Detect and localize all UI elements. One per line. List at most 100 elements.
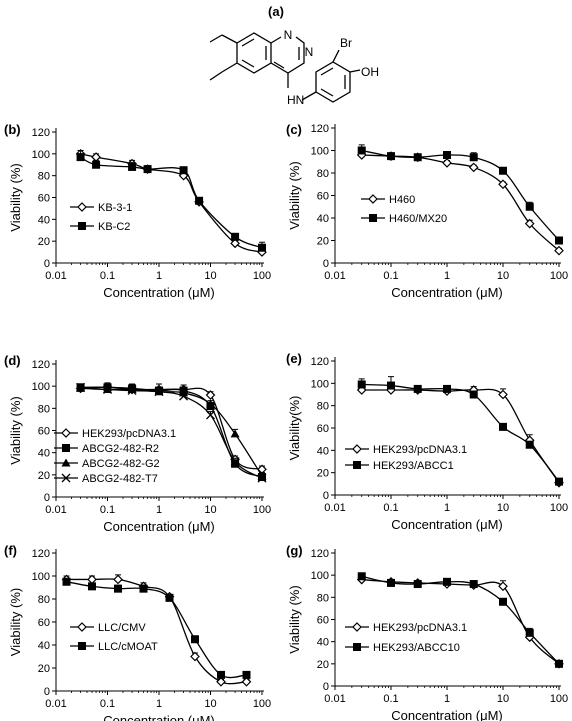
molecule-structure [209,32,361,103]
legend-label: KB-3-1 [98,202,132,214]
chart-panel-e: (e) 0 20 40 60 80 100 120 0.01 0.1 1 10 100 Concentra… [286,351,568,532]
legend-marker [62,444,70,452]
panel-label-f: (f) [4,543,17,558]
x-tick-label: 100 [253,698,271,710]
legend-marker [61,458,71,467]
x-tick-label: 10 [497,270,509,282]
y-tick-label: 20 [317,659,329,671]
y-tick-label: 40 [38,214,50,226]
legend: KB-3-1 KB-C2 [70,202,132,233]
data-point [113,574,123,585]
legend-marker [77,202,87,212]
data-point [179,166,188,175]
data-point [413,384,422,393]
x-tick-label: 0.1 [100,504,115,516]
chart-panel-c: (c) 0 20 40 60 80 100 120 0.01 0.1 1 10 100 Concentra… [286,122,568,300]
data-point [143,165,152,174]
legend-marker [353,461,361,469]
data-point [524,218,535,229]
data-point [413,153,422,162]
data-point [216,676,226,687]
legend-label: HEK293/pcDNA3.1 [373,622,467,634]
legend-marker [368,194,378,204]
data-point [139,584,148,593]
x-tick-label: 100 [253,504,271,516]
y-tick-label: 60 [38,617,50,629]
y-tick-label: 20 [38,470,50,482]
data-point [230,238,240,249]
data-point [92,160,101,169]
y-axis-title: Viability (%) [8,588,23,656]
y-tick-label: 60 [317,191,329,203]
data-point [555,236,563,245]
data-point [103,385,112,394]
series-line [66,581,247,679]
x-tick-label: 0.01 [45,698,66,710]
data-point [469,390,478,399]
x-axis-title: Concentration (μM) [391,285,503,300]
x-tick-label: 0.1 [383,502,398,514]
data-point [76,382,86,392]
chart-panel-d: (d) 0 20 40 60 80 100 120 0.01 0.1 1 10 100 Concentra… [4,353,271,534]
data-point [230,429,240,438]
x-axis-title: Concentration (μM) [391,708,503,721]
panel-label-c: (c) [286,122,302,137]
data-point [443,577,451,586]
data-point [87,582,96,591]
x-tick-label: 1 [444,693,450,705]
legend-label: HEK293/ABCC1 [373,460,454,472]
y-tick-label: 60 [38,426,50,438]
data-point [525,202,534,211]
y-tick-label: 120 [32,359,50,371]
legend-label: ABCG2-482-G2 [82,458,160,470]
legend-marker [61,428,71,438]
legend-marker [353,643,361,651]
atom-br-text: Br [340,36,352,50]
legend-label: HEK293/pcDNA3.1 [82,428,176,440]
legend-marker [61,473,71,483]
legend: HEK293/pcDNA3.1 HEK293/ABCC10 [345,622,467,654]
data-point [114,584,123,593]
data-point [468,162,479,173]
data-point [205,390,216,400]
legend-label: H460/MX20 [389,213,447,225]
y-axis-title: Viability (%) [8,163,23,231]
legend: HEK293/pcDNA3.1 ABCG2-482-R2 ABCG2-482-G2 A… [54,428,176,485]
data-point [442,158,452,168]
data-point [154,387,164,397]
data-point [443,384,451,393]
data-point [357,380,366,389]
legend-marker [78,222,86,230]
atom-hn-text: HN [287,93,304,107]
data-point [525,440,534,449]
y-tick-label: 0 [323,258,329,270]
x-axis-title: Concentration (μM) [391,517,503,532]
legend-label: ABCG2-482-R2 [82,443,159,455]
y-tick-label: 80 [38,171,50,183]
x-tick-label: 0.1 [100,698,115,710]
x-tick-label: 100 [550,502,568,514]
y-tick-label: 100 [311,378,329,390]
x-tick-label: 100 [550,693,568,705]
data-point [357,572,366,581]
x-tick-label: 1 [444,270,450,282]
x-tick-label: 0.01 [45,270,66,282]
x-tick-label: 0.1 [383,693,398,705]
chart-panel-g: (g) 0 20 40 60 80 100 120 0.01 0.1 1 10 100 Concentra… [286,543,568,721]
y-tick-label: 100 [32,149,50,161]
x-tick-label: 10 [204,504,216,516]
x-axis-title: Concentration (μM) [103,519,215,534]
x-tick-label: 0.1 [383,270,398,282]
y-tick-label: 60 [317,423,329,435]
data-point [242,670,251,679]
data-point [498,179,508,190]
y-tick-label: 40 [317,637,329,649]
legend-marker [352,622,362,632]
series-4 [76,382,267,483]
legend-label: LLC/cMOAT [98,641,158,653]
y-tick-label: 40 [38,640,50,652]
y-tick-label: 20 [317,468,329,480]
panel-a-molecule: (a) [209,4,379,107]
x-tick-label: 10 [497,693,509,705]
